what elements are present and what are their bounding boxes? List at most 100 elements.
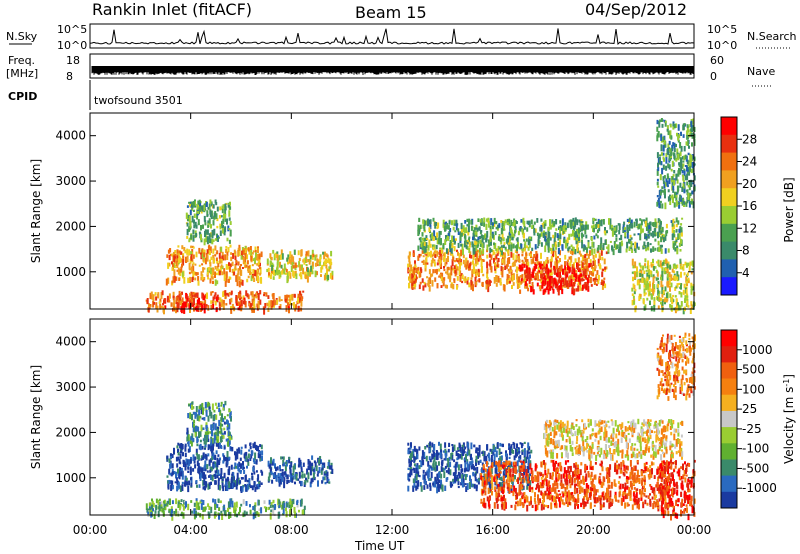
vel-cell: [302, 462, 305, 467]
power-cell: [476, 249, 479, 253]
vel-cell: [492, 445, 495, 450]
power-cell: [445, 221, 448, 225]
vel-cell: [486, 444, 489, 451]
power-cell: [240, 304, 243, 310]
vel-cell: [217, 479, 220, 487]
power-cell: [559, 233, 562, 240]
vel-cell: [446, 457, 449, 461]
power-cell: [679, 182, 682, 188]
power-cell: [644, 292, 647, 295]
power-cell: [690, 282, 693, 288]
power-cell: [594, 277, 597, 281]
power-cell: [608, 218, 610, 225]
power-cell: [292, 265, 295, 269]
power-cell: [498, 223, 501, 228]
vel-cell: [522, 485, 525, 490]
vel-cell: [311, 455, 314, 460]
power-cell: [302, 290, 305, 293]
power-cell: [235, 259, 238, 263]
power-cell: [300, 274, 303, 280]
power-cell: [462, 259, 465, 265]
vel-cell: [214, 480, 217, 485]
vel-cell: [182, 512, 185, 519]
power-cell: [473, 238, 476, 241]
vel-cell: [173, 511, 176, 515]
vel-cell: [289, 464, 291, 470]
power-cell: [586, 224, 589, 230]
power-cell: [464, 235, 467, 241]
power-cell: [149, 292, 152, 300]
power-cell: [440, 285, 443, 288]
power-cell: [531, 247, 534, 252]
power-cell: [679, 249, 682, 252]
vel-cell: [303, 473, 306, 478]
power-cell: [626, 230, 629, 233]
power-cell: [585, 284, 588, 291]
power-cell: [292, 271, 295, 275]
power-cell: [187, 218, 189, 222]
power-cell: [653, 288, 656, 292]
power-cell: [480, 260, 483, 267]
power-cell: [542, 280, 544, 285]
vel-cell: [186, 436, 189, 442]
power-cell: [579, 279, 582, 285]
power-cell: [461, 274, 464, 280]
power-cell: [455, 268, 458, 272]
power-cell: [495, 254, 498, 260]
power-cell: [672, 299, 675, 302]
vel-cell: [213, 409, 216, 413]
power-cell: [458, 268, 461, 276]
power-cell: [514, 220, 517, 223]
power-cell: [224, 254, 227, 261]
vel-cell: [149, 508, 152, 514]
power-cell: [632, 271, 635, 275]
power-cell: [531, 271, 534, 278]
vel-cell: [284, 464, 287, 472]
vel-cell: [219, 500, 222, 504]
vel-cell: [460, 478, 463, 484]
power-cell: [470, 279, 473, 286]
power-cell: [565, 271, 568, 275]
power-cell: [299, 264, 302, 272]
vel-cell: [505, 453, 508, 457]
vel-cell: [455, 461, 458, 465]
power-cell: [554, 261, 557, 266]
power-cell: [540, 224, 543, 230]
power-cell: [635, 220, 638, 226]
power-cell: [238, 276, 241, 280]
power-cell: [197, 219, 200, 226]
power-cell: [189, 306, 191, 313]
power-cell: [690, 168, 693, 174]
power-cell: [503, 221, 506, 226]
power-cell: [167, 249, 170, 254]
vel-cell: [477, 460, 480, 465]
power-cell: [166, 254, 169, 258]
power-cell: [287, 302, 289, 307]
vel-cell: [201, 514, 204, 520]
power-cell: [503, 242, 506, 245]
power-cell: [227, 293, 230, 297]
vel-cell: [478, 444, 481, 452]
vel-cell: [295, 473, 298, 481]
power-cell: [620, 240, 623, 247]
power-cell: [260, 251, 263, 258]
vel-cell: [199, 415, 202, 419]
power-cell: [493, 217, 496, 224]
power-cell: [278, 296, 281, 302]
power-cell: [554, 232, 557, 238]
power-cell: [679, 305, 682, 311]
power-cell: [228, 262, 230, 266]
power-cell: [672, 294, 675, 298]
power-cell: [184, 249, 187, 254]
vel-cell: [209, 431, 211, 434]
power-cell: [472, 263, 475, 270]
power-cell: [688, 180, 691, 184]
power-cell: [495, 221, 498, 225]
power-cell: [181, 271, 184, 277]
vel-cell: [204, 506, 207, 510]
vel-cell: [207, 431, 210, 435]
power-cell: [290, 254, 293, 260]
vel-cell: [236, 472, 239, 480]
power-cell: [192, 266, 195, 273]
vel-cell: [414, 477, 417, 481]
